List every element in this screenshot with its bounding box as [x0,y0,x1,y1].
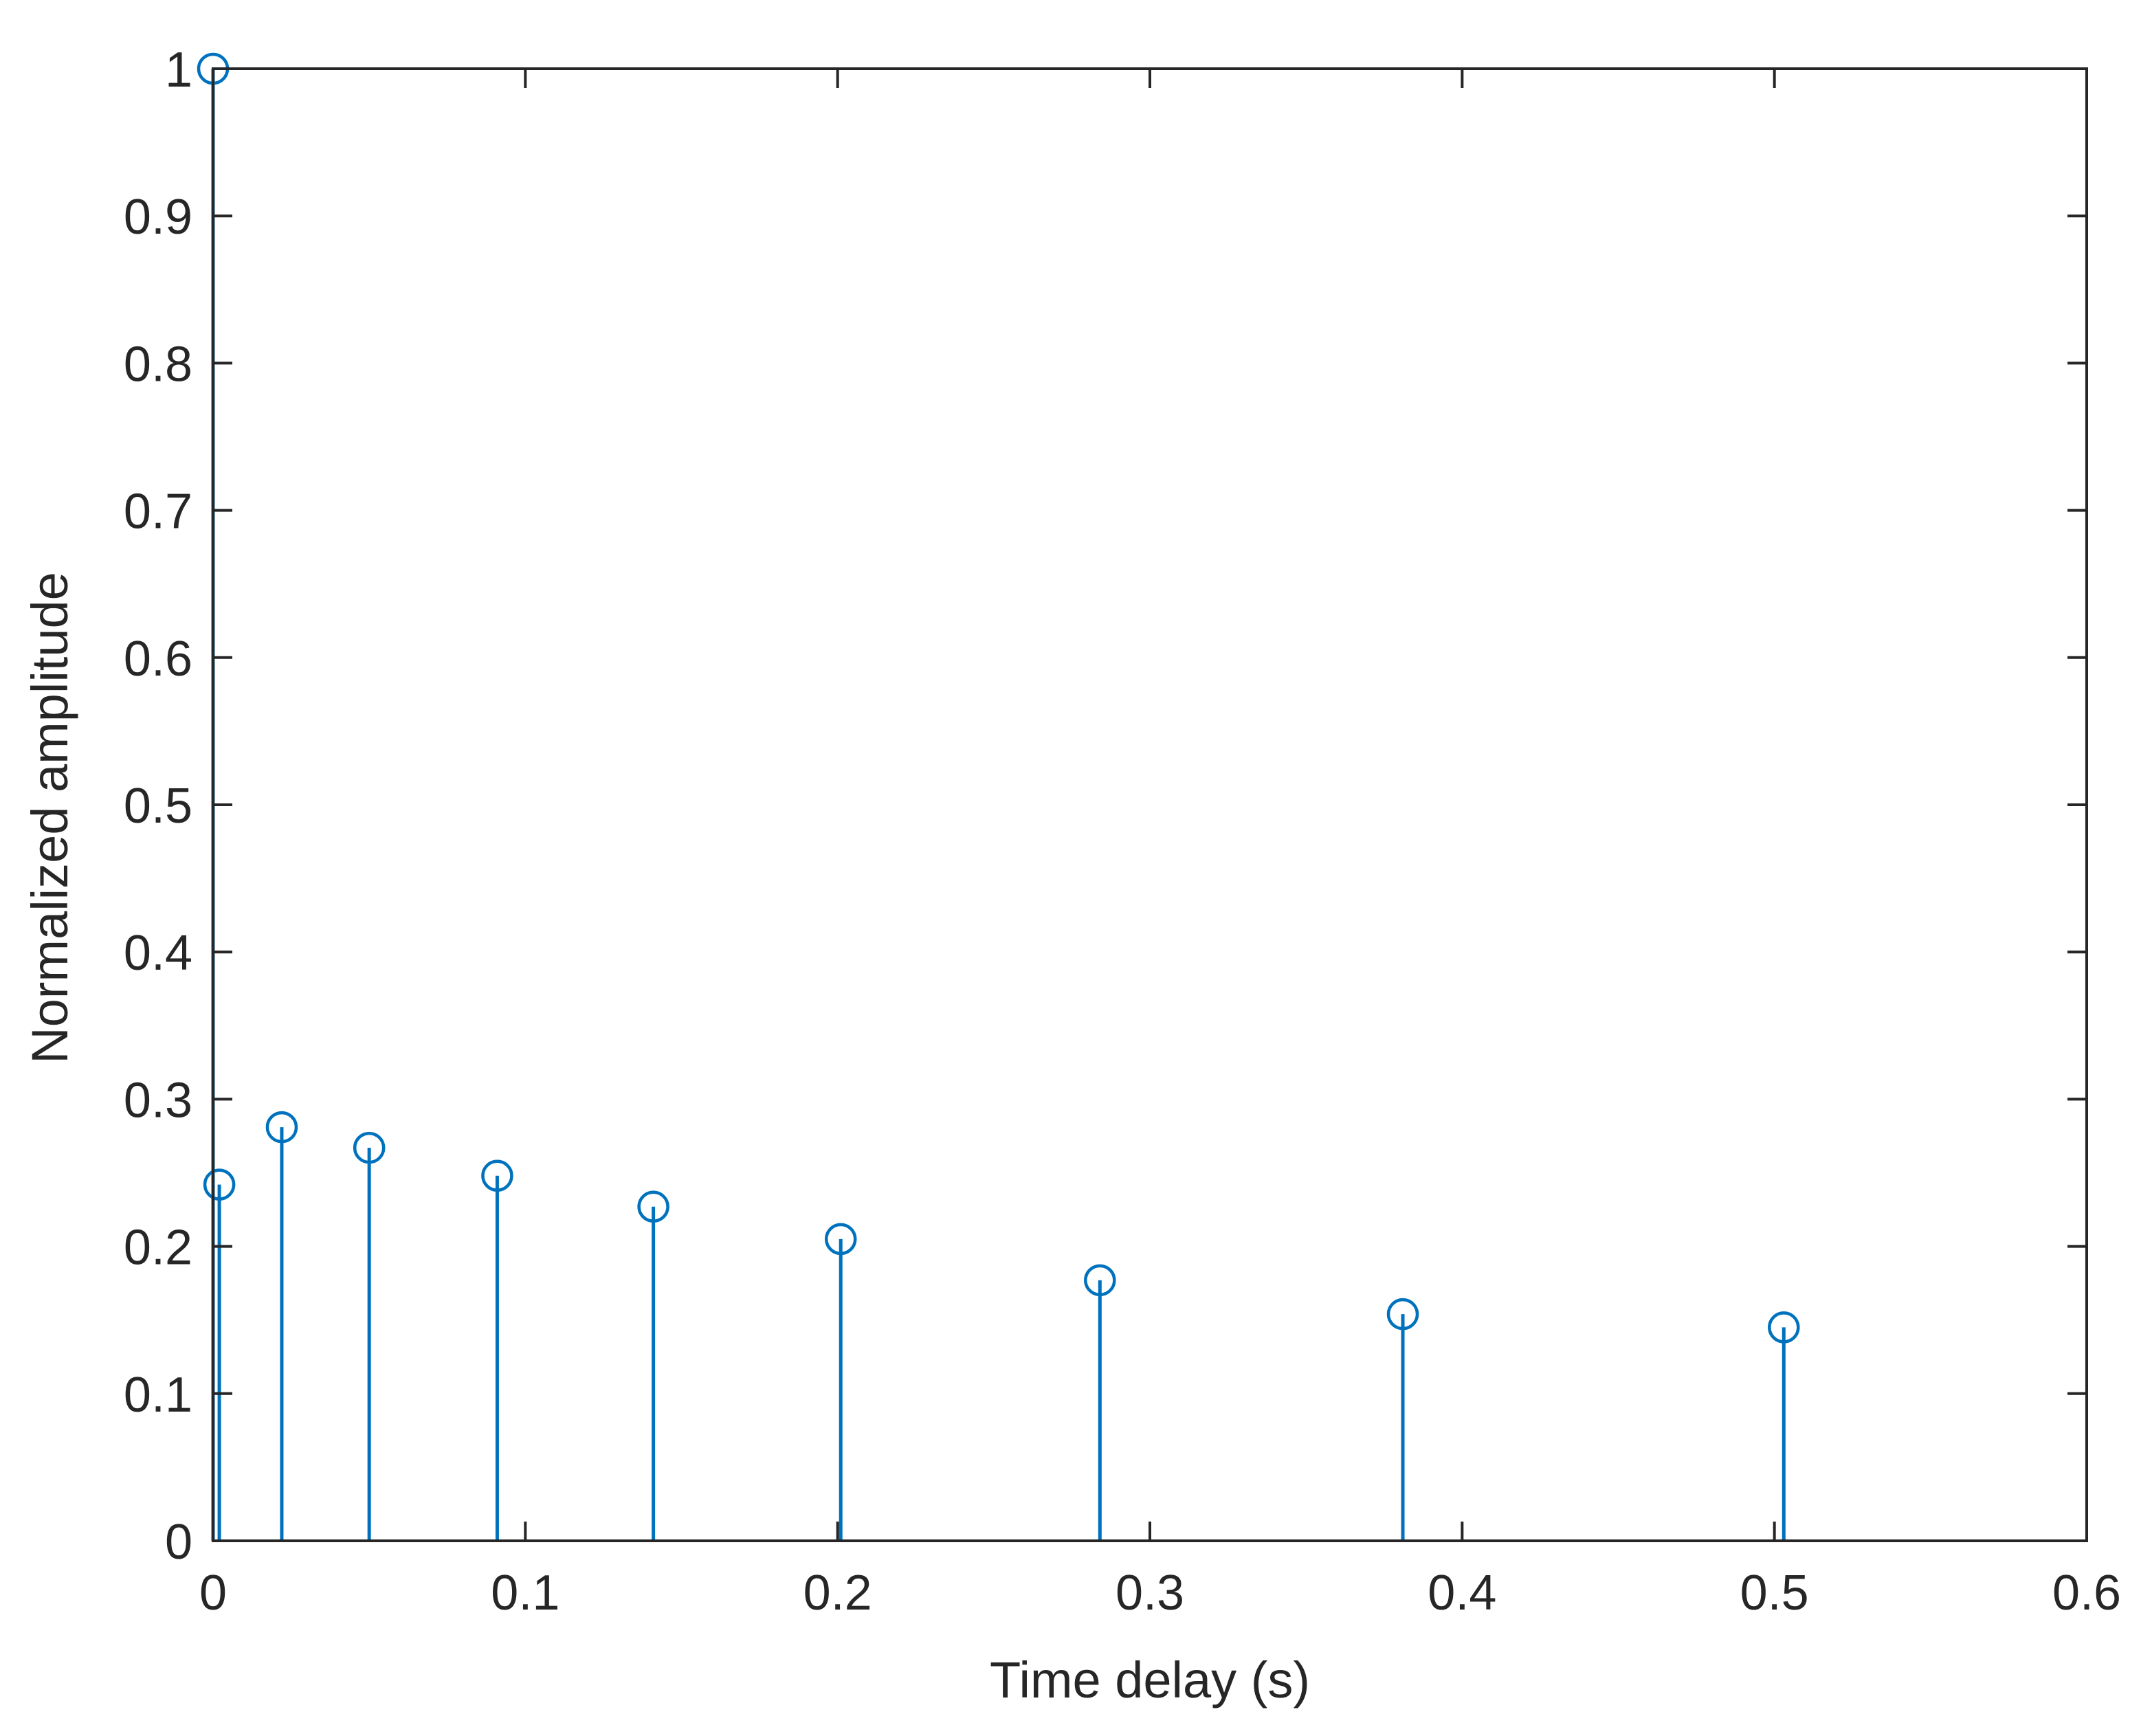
stem-marker [824,1223,857,1256]
y-tick-label: 0.9 [124,190,192,245]
stem-marker [481,1159,513,1192]
stems-layer [197,52,1800,1541]
y-tick-label: 0.2 [124,1221,192,1276]
x-tick-label: 0.5 [1740,1566,1809,1621]
y-tick-label: 0.7 [124,485,192,539]
x-tick-label: 0.1 [491,1566,559,1621]
stem-marker [1386,1298,1419,1331]
y-tick-label: 0.3 [124,1073,192,1128]
stem-marker [353,1131,386,1164]
y-axis-label: Normalized amplitude [21,572,78,1064]
plot-frame [212,67,2088,1542]
stem-marker [203,1168,236,1201]
x-tick-label: 0.4 [1428,1566,1496,1621]
stem-marker [265,1111,298,1144]
x-axis-label: Time delay (s) [990,1651,1310,1709]
x-tick-label: 0.6 [2052,1566,2121,1621]
y-tick-label: 0 [165,1515,192,1570]
y-tick-label: 1 [165,43,192,98]
y-tick-label: 0.5 [124,779,192,834]
y-tick-label: 0.8 [124,337,192,392]
x-tick-label: 0.2 [803,1566,872,1621]
x-tick-label: 0.3 [1116,1566,1184,1621]
y-tick-label: 0.1 [124,1368,192,1423]
y-tick-label: 0.4 [124,926,192,981]
y-tick-label: 0.6 [124,632,192,687]
stem-marker [1084,1264,1116,1297]
stem-marker [637,1190,669,1223]
axes-layer: 0 0.1 0.2 0.3 0.4 0.5 0.6 0 0.1 0.2 0.3 0.4 0.5 0.6 0.… [124,43,2121,1621]
stem-marker [1768,1311,1800,1344]
x-tick-label: 0 [199,1566,227,1621]
